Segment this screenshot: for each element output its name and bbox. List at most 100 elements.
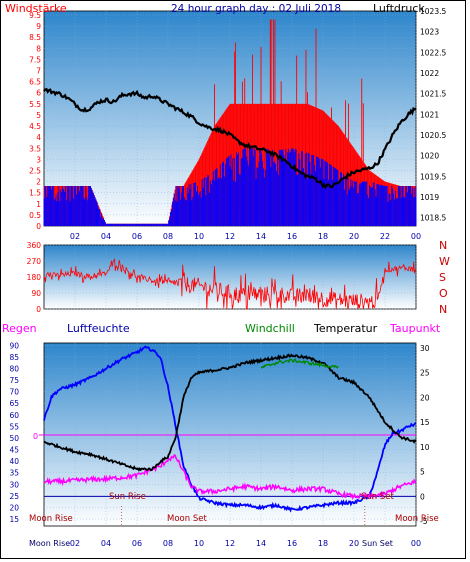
humidity-tick-label: 70 bbox=[9, 388, 19, 397]
time-tick-label: 16 bbox=[287, 539, 297, 548]
time-tick-label: 20 bbox=[349, 539, 359, 548]
humidity-tick-label: 90 bbox=[9, 341, 19, 350]
dewpoint-label: Taupunkt bbox=[389, 322, 441, 335]
time-tick-label: 04 bbox=[101, 232, 111, 241]
humidity-tick-label: 75 bbox=[9, 376, 19, 385]
time-tick-label: 06 bbox=[132, 232, 142, 241]
direction-tick-label: 180 bbox=[27, 273, 42, 282]
humidity-tick-label: 25 bbox=[9, 492, 19, 501]
temperature-tick-label: 0 bbox=[420, 492, 425, 501]
time-tick-label: 08 bbox=[163, 232, 173, 241]
chart3-grid bbox=[44, 343, 417, 526]
wind-tick-label: 7 bbox=[36, 67, 41, 76]
chart2-marks bbox=[43, 258, 416, 310]
time-tick-label: 10 bbox=[194, 539, 204, 548]
wind-tick-label: 5.5 bbox=[29, 100, 41, 109]
humidity-tick-label: 65 bbox=[9, 399, 19, 408]
chart1-marks bbox=[43, 19, 417, 226]
humidity-tick-label: 15 bbox=[9, 515, 19, 524]
wind-tick-label: 1 bbox=[36, 200, 41, 209]
pressure-tick-label: 1022.5 bbox=[420, 48, 446, 57]
time-tick-label: 20 bbox=[349, 232, 359, 241]
axes-labels: 0 0.5 1 1.5 2 2.5 3 3.5 4 4.5 5 5.5 6 6.5 7 7.5 8 8.5 9 9.5… bbox=[9, 7, 446, 548]
wind-tick-label: 3.5 bbox=[29, 144, 41, 153]
pressure-tick-label: 1019.5 bbox=[420, 172, 446, 181]
humidity-tick-label: 50 bbox=[9, 434, 19, 443]
time-tick-label: 04 bbox=[101, 539, 111, 548]
wind-tick-label: 4.5 bbox=[29, 122, 41, 131]
time-tick-label: 00 bbox=[411, 539, 421, 548]
wind-tick-label: 7.5 bbox=[29, 55, 41, 64]
compass-letter: N bbox=[439, 239, 447, 252]
time-tick-label: 10 bbox=[194, 232, 204, 241]
direction-tick-label: 270 bbox=[27, 257, 42, 266]
wind-direction-line bbox=[43, 258, 416, 310]
temperature-tick-label: 5 bbox=[420, 468, 425, 477]
temperature-label: Temperatur bbox=[313, 322, 378, 335]
humidity-tick-label: 45 bbox=[9, 446, 19, 455]
wind-tick-label: 2 bbox=[36, 178, 41, 187]
wind-tick-label: 6 bbox=[36, 89, 41, 98]
wind-tick-label: 5 bbox=[36, 111, 41, 120]
pressure-tick-label: 1020 bbox=[420, 152, 439, 161]
bottom-sun-set-label: Sun Set bbox=[362, 539, 393, 548]
temperature-tick-label: 20 bbox=[420, 393, 430, 402]
humidity-tick-label: 80 bbox=[9, 364, 19, 373]
humidity-tick-label: 60 bbox=[9, 411, 19, 420]
wind-tick-label: 0.5 bbox=[29, 211, 41, 220]
humidity-tick-label: 55 bbox=[9, 422, 19, 431]
time-tick-label: 00 bbox=[411, 232, 421, 241]
pressure-tick-label: 1023.5 bbox=[420, 7, 446, 16]
pressure-tick-label: 1020.5 bbox=[420, 131, 446, 140]
pressure-tick-label: 1021.5 bbox=[420, 90, 446, 99]
pressure-tick-label: 1021 bbox=[420, 110, 439, 119]
compass-letter: W bbox=[439, 255, 450, 268]
time-tick-label: 14 bbox=[256, 232, 266, 241]
humidity-tick-label: 40 bbox=[9, 457, 19, 466]
time-tick-label: 18 bbox=[318, 539, 328, 548]
moon-rise-right-label: Moon Rise bbox=[395, 514, 439, 524]
temperature-tick-label: 10 bbox=[420, 443, 430, 452]
rain-label: Regen bbox=[2, 322, 37, 335]
pressure-tick-label: 1018.5 bbox=[420, 214, 446, 223]
humidity-tick-label: 35 bbox=[9, 469, 19, 478]
compass-letter: S bbox=[439, 271, 446, 284]
time-tick-label: 12 bbox=[225, 232, 235, 241]
temperature-tick-label: -5 bbox=[420, 517, 428, 526]
wind-tick-label: 9.5 bbox=[29, 11, 41, 20]
sun-set-label: Sun Set bbox=[361, 492, 394, 502]
direction-tick-label: 90 bbox=[31, 289, 41, 298]
time-tick-label: 02 bbox=[70, 232, 80, 241]
chart3-marks bbox=[39, 345, 417, 526]
windchill-line bbox=[260, 358, 339, 369]
wind-tick-label: 6.5 bbox=[29, 78, 41, 87]
time-tick-label: 22 bbox=[380, 232, 390, 241]
bottom-moon-rise-label: Moon Rise bbox=[29, 539, 70, 548]
pressure-axis-title: Luftdruck bbox=[373, 2, 425, 15]
temperature-tick-label: 25 bbox=[420, 369, 430, 378]
compass-letter: O bbox=[439, 287, 448, 300]
wind-tick-label: 0 bbox=[36, 222, 41, 231]
humidity-line bbox=[43, 345, 417, 513]
windchill-label: Windchill bbox=[245, 322, 295, 335]
compass-letter: N bbox=[439, 303, 447, 316]
chart1-title: 24 hour graph day : 02 Juli 2018 bbox=[171, 3, 341, 15]
time-tick-label: 18 bbox=[318, 232, 328, 241]
rain-zero-label: 0 bbox=[33, 432, 38, 441]
temperature-tick-label: 15 bbox=[420, 418, 430, 427]
time-tick-label: 12 bbox=[225, 539, 235, 548]
temperature-tick-label: 30 bbox=[420, 344, 430, 353]
wind-tick-label: 8.5 bbox=[29, 33, 41, 42]
direction-tick-label: 0 bbox=[36, 305, 41, 314]
wind-tick-label: 4 bbox=[36, 133, 41, 142]
pressure-tick-label: 1019 bbox=[420, 193, 439, 202]
pressure-tick-label: 1023 bbox=[420, 28, 439, 37]
wind-axis-title: Windstärke bbox=[5, 2, 67, 15]
time-tick-label: 08 bbox=[163, 539, 173, 548]
wind-tick-label: 2.5 bbox=[29, 166, 41, 175]
pressure-tick-label: 1022 bbox=[420, 69, 439, 78]
humidity-tick-label: 20 bbox=[9, 503, 19, 512]
